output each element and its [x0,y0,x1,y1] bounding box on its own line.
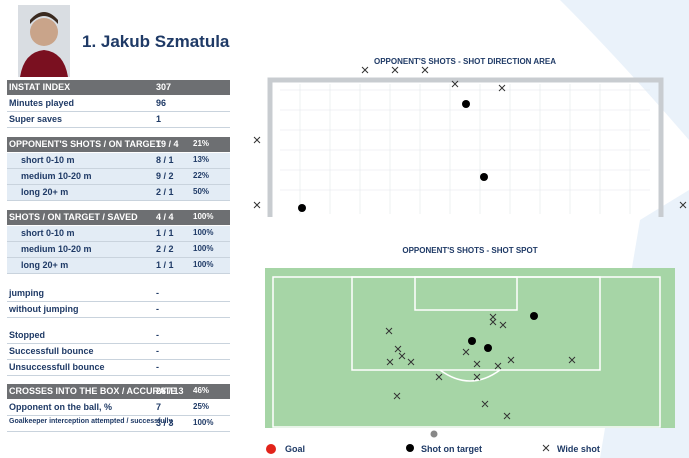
row-label: CROSSES INTO THE BOX / ACCURATE [9,386,177,396]
goal-frame [267,77,664,217]
pitch [265,268,675,428]
goal-marker [430,430,438,438]
row-label: medium 10-20 m [21,171,92,181]
stats-row: short 0-10 m 1 / 1 100% [7,226,230,242]
row-value: 28 / 13 [156,386,184,396]
row-label: without jumping [9,304,79,314]
wide-shots [385,313,576,420]
photo-shirt [20,50,68,77]
decor [560,0,689,140]
wide-shots [253,66,687,209]
row-label: short 0-10 m [21,228,75,238]
row-value: - [156,288,159,298]
row-value: 307 [156,82,172,92]
row-label: long 20+ m [21,260,69,270]
row-label: Minutes played [9,98,75,108]
shots-on-target [468,312,538,352]
row-percent: 46% [193,386,210,395]
stats-row: Minutes played 96 [7,96,230,112]
player-name: 1. Jakub Szmatula [82,32,230,51]
chart-title: OPPONENT'S SHOTS - SHOT DIRECTION AREA [374,57,556,66]
pitch-lines [272,276,661,428]
row-percent: 25% [193,402,210,411]
goal-net [280,84,650,214]
row-value: 2 / 2 [156,244,174,254]
row-percent: 100% [193,418,214,427]
row-value: - [156,330,159,340]
row-percent: 22% [193,171,210,180]
row-value: - [156,362,159,372]
photo-hair [30,12,58,24]
chart-title: OPPONENT'S SHOTS - SHOT SPOT [402,246,537,255]
row-value: 7 [156,402,162,412]
row-percent: 21% [193,139,210,148]
row-label: jumping [9,288,44,298]
row-label: Successfull bounce [9,346,94,356]
row-value: 1 / 1 [156,260,174,270]
row-percent: 100% [193,260,214,269]
row-label: Super saves [9,114,63,124]
stats-row: Opponent on the ball, % 7 25% [7,400,230,416]
stats-row: OPPONENT'S SHOTS / ON TARGET 19 / 4 21% [7,137,230,153]
row-percent: 50% [193,187,210,196]
row-label: OPPONENT'S SHOTS / ON TARGET [9,139,161,149]
row-label: medium 10-20 m [21,244,92,254]
row-label: INSTAT INDEX [9,82,71,92]
stats-row: Unsuccessfull bounce - [7,360,230,376]
row-value: 4 / 4 [156,212,174,222]
stats-row: Super saves 1 [7,112,230,128]
stats-row: Stopped - [7,328,230,344]
stats-row: long 20+ m 2 / 1 50% [7,185,230,201]
row-label: Stopped [9,330,45,340]
shots-on-target [298,100,488,212]
row-percent: 100% [193,228,214,237]
row-label: SHOTS / ON TARGET / SAVED [9,212,138,222]
stats-row: INSTAT INDEX 307 [7,80,230,96]
row-percent: 100% [193,244,214,253]
row-label: short 0-10 m [21,155,75,165]
row-value: 96 [156,98,167,108]
legend-wide-icon [542,444,550,452]
stats-row: without jumping - [7,302,230,318]
legend-target-icon [406,444,414,452]
row-label: Opponent on the ball, % [9,402,112,412]
row-value: 3 / 3 [156,418,174,428]
stats-row: short 0-10 m 8 / 1 13% [7,153,230,169]
row-percent: 100% [193,212,214,221]
legend-goal-icon [266,444,276,454]
stats-row: medium 10-20 m 2 / 2 100% [7,242,230,258]
stats-row: CROSSES INTO THE BOX / ACCURATE 28 / 13 46… [7,384,230,400]
row-label: Unsuccessfull bounce [9,362,105,372]
row-value: 19 / 4 [156,139,179,149]
legend-label: Goal [285,444,305,454]
row-value: 1 [156,114,162,124]
row-value: 1 / 1 [156,228,174,238]
row-value: - [156,304,159,314]
row-value: 8 / 1 [156,155,174,165]
row-percent: 13% [193,155,210,164]
legend-label: Shot on target [421,444,482,454]
stats-row: Successfull bounce - [7,344,230,360]
stats-row: SHOTS / ON TARGET / SAVED 4 / 4 100% [7,210,230,226]
row-value: - [156,346,159,356]
legend-label: Wide shot [557,444,600,454]
row-label: Goalkeeper interception attempted / succ… [9,418,173,425]
stats-row: jumping - [7,286,230,302]
stats-row: medium 10-20 m 9 / 2 22% [7,169,230,185]
row-value: 9 / 2 [156,171,174,181]
photo-face [30,18,58,46]
row-label: long 20+ m [21,187,69,197]
row-value: 2 / 1 [156,187,174,197]
stats-row: long 20+ m 1 / 1 100% [7,258,230,274]
stats-row: Goalkeeper interception attempted / succ… [7,416,230,432]
